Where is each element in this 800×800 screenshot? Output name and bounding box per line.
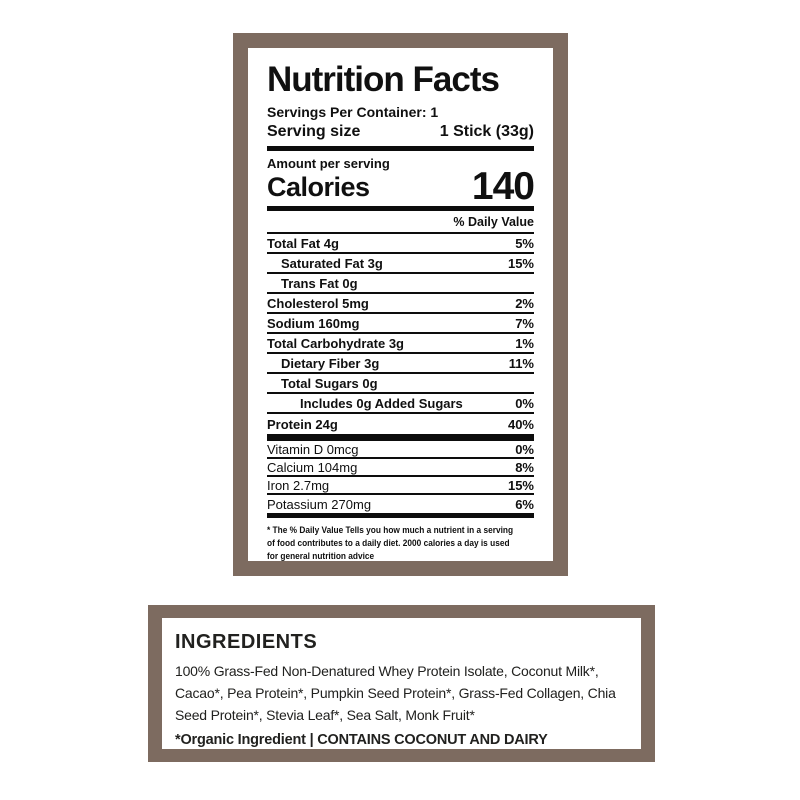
nutrient-label: Cholesterol 5mg (267, 295, 369, 311)
nutrient-daily-value: 0% (515, 441, 534, 457)
nutrition-facts-panel: Nutrition Facts Servings Per Container: … (233, 33, 568, 576)
nutrient-row: Dietary Fiber 3g 11% (267, 354, 534, 374)
nutrient-label: Calcium 104mg (267, 459, 358, 475)
nutrient-label: Dietary Fiber 3g (281, 355, 380, 371)
servings-per-container: Servings Per Container: 1 (267, 104, 439, 120)
nutrition-facts-inner: Nutrition Facts Servings Per Container: … (248, 48, 553, 561)
divider-thick (267, 146, 534, 151)
nutrient-row: Total Sugars 0g (267, 374, 534, 394)
nutrient-label: Total Fat 4g (267, 235, 339, 251)
serving-size-label: Serving size (267, 123, 361, 140)
divider-thick (267, 206, 534, 211)
ingredients-panel: INGREDIENTS 100% Grass-Fed Non-Denatured… (148, 605, 655, 762)
divider-extra-thick (267, 434, 534, 441)
calories-row: Calories 140 (267, 165, 535, 208)
calories-label: Calories (267, 172, 370, 202)
daily-value-header: % Daily Value (267, 211, 534, 234)
nutrient-row: Trans Fat 0g (267, 274, 534, 294)
nutrient-label: Vitamin D 0mcg (267, 441, 359, 457)
nutrient-row: Sodium 160mg 7% (267, 314, 534, 334)
nutrient-row: Cholesterol 5mg 2% (267, 294, 534, 314)
organic-ingredient-note: *Organic Ingredient | (175, 732, 318, 748)
nutrient-label: Potassium 270mg (267, 496, 372, 512)
nutrient-daily-value: 5% (515, 235, 534, 251)
nutrient-daily-value: 15% (507, 255, 534, 271)
nutrient-row: Saturated Fat 3g 15% (267, 254, 534, 274)
vitamin-rows: Vitamin D 0mcg 0% Calcium 104mg 8% Iron 2.7m… (267, 441, 534, 513)
nutrient-label: Includes 0g Added Sugars (300, 395, 463, 411)
nutrient-label: Saturated Fat 3g (281, 255, 383, 271)
calories-value: 140 (471, 165, 535, 208)
nutrient-row: Includes 0g Added Sugars 0% (267, 394, 534, 414)
nutrient-daily-value: 2% (515, 295, 534, 311)
nutrient-rows: Total Fat 4g 5% Saturated Fat 3g 15% Trans F… (267, 234, 534, 434)
nutrient-label: Protein 24g (267, 416, 338, 432)
nutrient-daily-value: 6% (515, 496, 534, 512)
nutrient-label: Iron 2.7mg (267, 477, 330, 493)
nutrient-daily-value: 0% (515, 395, 534, 411)
nutrient-daily-value: 40% (507, 416, 534, 432)
nutrient-row: Total Fat 4g 5% (267, 234, 534, 254)
nutrient-row: Iron 2.7mg 15% (267, 477, 534, 495)
ingredients-inner: INGREDIENTS 100% Grass-Fed Non-Denatured… (162, 618, 641, 749)
nutrient-label: Trans Fat 0g (281, 275, 358, 291)
nutrient-row: Vitamin D 0mcg 0% (267, 441, 534, 459)
nutrient-label: Total Sugars 0g (281, 375, 378, 391)
ingredients-heading: INGREDIENTS (175, 631, 318, 653)
nutrient-row: Protein 24g 40% (267, 414, 534, 434)
nutrient-label: Total Carbohydrate 3g (267, 335, 405, 351)
nutrient-row: Calcium 104mg 8% (267, 459, 534, 477)
daily-value-footnote: * The % Daily Value Tells you how much a… (267, 525, 514, 561)
serving-size-row: Serving size 1 Stick (33g) (267, 121, 534, 143)
nutrient-daily-value: 11% (508, 355, 534, 371)
serving-size-value: 1 Stick (33g) (439, 123, 534, 140)
ingredients-list: 100% Grass-Fed Non-Denatured Whey Protei… (175, 663, 616, 723)
nutrient-daily-value: 15% (507, 477, 534, 493)
nutrition-facts-title: Nutrition Facts (267, 60, 500, 99)
nutrient-row: Potassium 270mg 6% (267, 495, 534, 513)
allergen-statement: CONTAINS COCONUT AND DAIRY (317, 732, 548, 748)
ingredients-footnote: *Organic Ingredient | CONTAINS COCONUT A… (175, 732, 627, 748)
nutrient-label: Sodium 160mg (267, 315, 360, 331)
nutrient-daily-value: 8% (515, 459, 534, 475)
nutrient-row: Total Carbohydrate 3g 1% (267, 334, 534, 354)
nutrient-daily-value: 7% (515, 315, 534, 331)
divider-thick (267, 513, 534, 518)
amount-per-serving-label: Amount per serving (267, 156, 390, 171)
nutrient-daily-value: 1% (515, 335, 534, 351)
